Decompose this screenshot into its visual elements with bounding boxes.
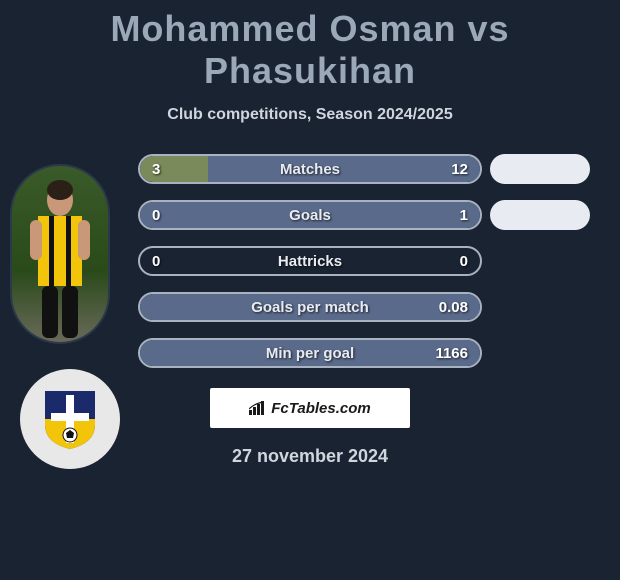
stat-bar: 0 Goals 1	[138, 200, 482, 230]
stat-value-right: 1166	[435, 345, 468, 362]
stat-row: 0 Hattricks 0	[138, 246, 600, 276]
stat-value-right: 1	[460, 207, 468, 224]
stat-row: Min per goal 1166	[138, 338, 600, 368]
watermark-text: FcTables.com	[271, 400, 370, 417]
pill-spacer	[490, 246, 590, 276]
stat-row: Goals per match 0.08	[138, 292, 600, 322]
stat-label: Hattricks	[278, 253, 342, 270]
player-right-pill	[490, 154, 590, 184]
stat-bar: Goals per match 0.08	[138, 292, 482, 322]
stat-row: 0 Goals 1	[138, 200, 600, 230]
pill-spacer	[490, 292, 590, 322]
stat-value-left: 0	[152, 253, 160, 270]
stat-value-left: 0	[152, 207, 160, 224]
stat-bars: 3 Matches 12 0 Goals 1 0 Hattricks 0 Goals per ma…	[138, 154, 600, 368]
subtitle: Club competitions, Season 2024/2025	[0, 106, 620, 124]
player-right-pill	[490, 200, 590, 230]
bar-fill-right	[208, 156, 480, 182]
stat-label: Min per goal	[266, 345, 354, 362]
stat-value-right: 0.08	[439, 299, 468, 316]
stat-value-right: 12	[451, 161, 468, 178]
chart-icon	[249, 401, 267, 415]
stat-row: 3 Matches 12	[138, 154, 600, 184]
stat-bar: 3 Matches 12	[138, 154, 482, 184]
player-left-portrait	[10, 164, 110, 344]
stat-value-left: 3	[152, 161, 160, 178]
stat-value-right: 0	[460, 253, 468, 270]
stat-label: Matches	[280, 161, 340, 178]
pill-spacer	[490, 338, 590, 368]
content-area: 3 Matches 12 0 Goals 1 0 Hattricks 0 Goals per ma…	[0, 154, 620, 368]
stat-bar: 0 Hattricks 0	[138, 246, 482, 276]
club-badge	[20, 369, 120, 469]
page-title: Mohammed Osman vs Phasukihan	[0, 0, 620, 92]
stat-label: Goals	[289, 207, 331, 224]
player-silhouette-icon	[20, 178, 100, 338]
club-shield-icon	[43, 387, 97, 451]
bar-fill-left	[140, 156, 208, 182]
stat-label: Goals per match	[251, 299, 369, 316]
stat-bar: Min per goal 1166	[138, 338, 482, 368]
watermark: FcTables.com	[210, 388, 410, 428]
